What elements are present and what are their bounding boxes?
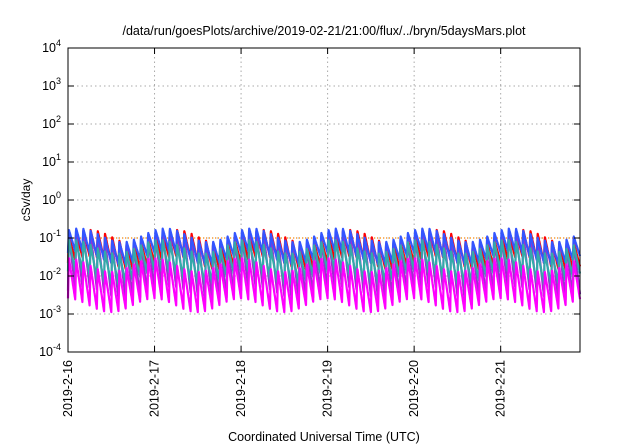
- y-tick-label: 103: [42, 76, 61, 93]
- series-line: [66, 257, 582, 314]
- y-axis: 10-4 10-3 10-2 10-1 100 101 102 103 104: [39, 38, 580, 359]
- y-tick-label: 10-4: [39, 342, 61, 359]
- series-line: [66, 239, 582, 286]
- x-tick-label: 2019-2-21: [494, 360, 508, 417]
- y-tick-label: 101: [42, 152, 61, 169]
- chart-title: /data/run/goesPlots/archive/2019-02-21/2…: [122, 24, 526, 38]
- y-tick-label: 102: [42, 114, 61, 131]
- y-tick-label: 10-1: [39, 228, 61, 245]
- series-group: [66, 227, 582, 314]
- y-tick-label: 100: [42, 190, 61, 207]
- x-axis-label: Coordinated Universal Time (UTC): [228, 430, 420, 444]
- x-tick-label: 2019-2-19: [321, 360, 335, 417]
- y-axis-label: cSv/day: [19, 179, 33, 222]
- x-axis: 2019-2-16 2019-2-17 2019-2-18 2019-2-19 2019…: [61, 48, 508, 417]
- x-tick-label: 2019-2-20: [407, 360, 421, 417]
- y-tick-label: 10-3: [39, 304, 61, 321]
- series-line: [66, 227, 582, 266]
- x-tick-label: 2019-2-18: [234, 360, 248, 417]
- y-tick-label: 104: [42, 38, 61, 55]
- x-tick-label: 2019-2-17: [148, 360, 162, 417]
- x-tick-label: 2019-2-16: [61, 360, 75, 417]
- grid-lines: [67, 48, 580, 352]
- y-tick-label: 10-2: [39, 266, 61, 283]
